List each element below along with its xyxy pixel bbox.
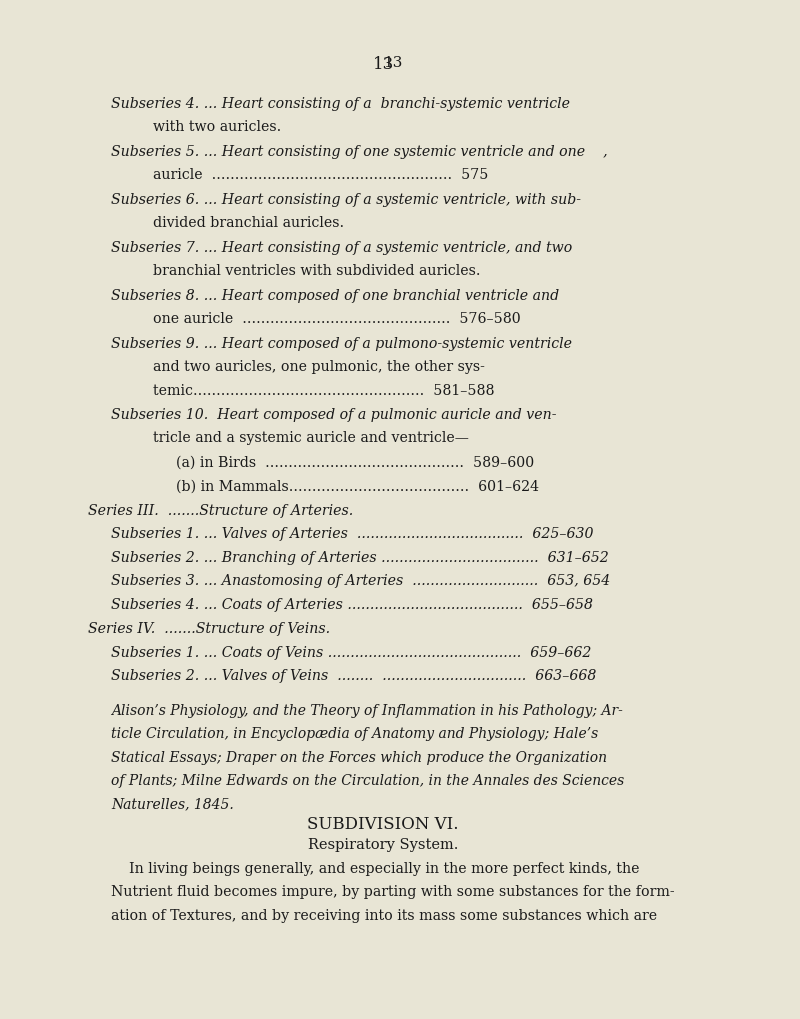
Text: ticle Circulation, in Encyclopædia of Anatomy and Physiology; Hale’s: ticle Circulation, in Encyclopædia of An… [111, 727, 598, 741]
Text: Alison’s Physiology, and the Theory of Inflammation in his Pathology; Ar-: Alison’s Physiology, and the Theory of I… [111, 703, 623, 717]
Text: of Plants; Milne Edwards on the Circulation, in the Annales des Sciences: of Plants; Milne Edwards on the Circulat… [111, 773, 624, 788]
Text: branchial ventricles with subdivided auricles.: branchial ventricles with subdivided aur… [154, 264, 481, 278]
Text: Subseries 4. ... Heart consisting of a  branchi-systemic ventricle: Subseries 4. ... Heart consisting of a b… [111, 97, 570, 111]
Text: Subseries 3. ... Anastomosing of Arteries  ............................  653, 65: Subseries 3. ... Anastomosing of Arterie… [111, 574, 610, 588]
Text: (a) in Birds  ...........................................  589–600: (a) in Birds ...........................… [176, 455, 534, 470]
Text: ation of Textures, and by receiving into its mass some substances which are: ation of Textures, and by receiving into… [111, 908, 658, 922]
Text: Subseries 9. ... Heart composed of a pulmono-systemic ventricle: Subseries 9. ... Heart composed of a pul… [111, 336, 572, 351]
Text: with two auricles.: with two auricles. [154, 120, 282, 135]
Text: In living beings generally, and especially in the more perfect kinds, the: In living beings generally, and especial… [111, 861, 640, 875]
Text: Subseries 5. ... Heart consisting of one systemic ventricle and one    ,: Subseries 5. ... Heart consisting of one… [111, 145, 608, 159]
Text: tricle and a systemic auricle and ventricle—: tricle and a systemic auricle and ventri… [154, 431, 469, 445]
Text: Subseries 4. ... Coats of Arteries .......................................  655–: Subseries 4. ... Coats of Arteries .....… [111, 597, 593, 611]
Text: Subseries 1. ... Coats of Veins ...........................................  659: Subseries 1. ... Coats of Veins ........… [111, 645, 591, 659]
Text: Subseries 7. ... Heart consisting of a systemic ventricle, and two: Subseries 7. ... Heart consisting of a s… [111, 240, 572, 255]
Text: Nutrient fluid becomes impure, by parting with some substances for the form-: Nutrient fluid becomes impure, by partin… [111, 884, 674, 899]
Text: SUBDIVISION VI.: SUBDIVISION VI. [307, 815, 459, 833]
Text: Subseries 1. ... Valves of Arteries  .....................................  625–: Subseries 1. ... Valves of Arteries ....… [111, 527, 594, 541]
Text: and two auricles, one pulmonic, the other sys-: and two auricles, one pulmonic, the othe… [154, 360, 485, 374]
Text: Series III.  .......Structure of Arteries.: Series III. .......Structure of Arteries… [88, 503, 354, 518]
Text: auricle  ....................................................  575: auricle ................................… [154, 168, 489, 182]
Text: divided branchial auricles.: divided branchial auricles. [154, 216, 345, 230]
Text: Naturelles, 1845.: Naturelles, 1845. [111, 797, 234, 811]
Text: Subseries 10.  Heart composed of a pulmonic auricle and ven-: Subseries 10. Heart composed of a pulmon… [111, 408, 557, 422]
Text: Subseries 8. ... Heart composed of one branchial ventricle and: Subseries 8. ... Heart composed of one b… [111, 288, 559, 303]
Text: Statical Essays; Draper on the Forces which produce the Organization: Statical Essays; Draper on the Forces wh… [111, 750, 607, 764]
Text: 13: 13 [373, 56, 394, 73]
Text: one auricle  .............................................  576–580: one auricle ............................… [154, 312, 521, 326]
Text: (b) in Mammals.......................................  601–624: (b) in Mammals..........................… [176, 479, 539, 493]
Text: Subseries 2. ... Branching of Arteries ...................................  631–: Subseries 2. ... Branching of Arteries .… [111, 550, 609, 565]
Text: Subseries 2. ... Valves of Veins  ........  ................................  66: Subseries 2. ... Valves of Veins .......… [111, 668, 597, 683]
Text: 13: 13 [383, 56, 402, 70]
Text: Respiratory System.: Respiratory System. [308, 838, 458, 852]
Text: Series IV.  .......Structure of Veins.: Series IV. .......Structure of Veins. [88, 622, 330, 636]
Text: Subseries 6. ... Heart consisting of a systemic ventricle, with sub-: Subseries 6. ... Heart consisting of a s… [111, 193, 581, 207]
Text: temic..................................................  581–588: temic...................................… [154, 383, 494, 397]
